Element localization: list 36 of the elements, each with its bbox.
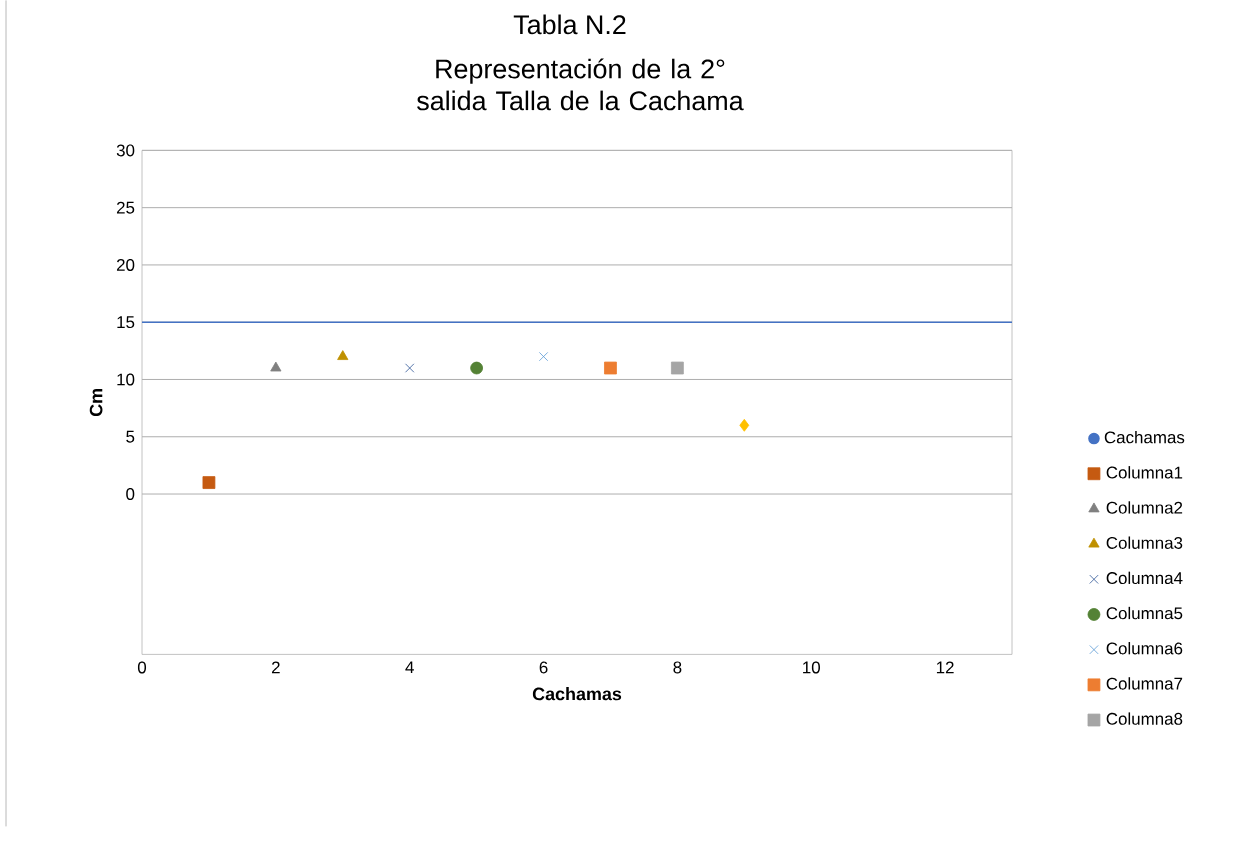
x-tick-label: 6 <box>539 661 548 674</box>
legend-label: Columna1 <box>1106 465 1183 479</box>
point <box>202 476 216 489</box>
x-tick-label: 12 <box>936 661 954 674</box>
y-tick-label: 25 <box>116 201 135 214</box>
point <box>405 363 415 373</box>
x-tick-label: 10 <box>803 661 820 674</box>
legend-label: Columna6 <box>1106 641 1183 655</box>
chart-title: Tabla N.2 <box>513 14 626 35</box>
y-tick-label: 10 <box>117 373 135 386</box>
point <box>538 351 549 362</box>
x-axis-title: Cachamas <box>532 686 622 701</box>
y-tick-label: 0 <box>126 487 135 500</box>
legend-label: Columna7 <box>1106 677 1183 690</box>
y-axis-title: Cm <box>89 388 103 416</box>
point <box>270 361 282 372</box>
x-tick-label: 8 <box>673 661 682 674</box>
point <box>337 350 349 360</box>
x-tick-label: 4 <box>405 661 414 673</box>
x-tick-label: 2 <box>271 661 280 674</box>
legend-label: Columna2 <box>1106 501 1183 514</box>
point <box>604 361 617 375</box>
legend-label: Columna8 <box>1106 712 1183 725</box>
y-tick-label: 15 <box>117 316 135 328</box>
point <box>739 418 750 432</box>
legend-label: Cachamas <box>1104 430 1185 444</box>
x-tick-label: 0 <box>137 661 147 674</box>
legend-label: Columna4 <box>1106 571 1183 584</box>
y-tick-label: 20 <box>116 258 135 271</box>
y-tick-label: 5 <box>126 430 135 443</box>
y-tick-label: 30 <box>116 144 135 157</box>
point <box>671 361 684 375</box>
legend-label: Columna5 <box>1106 606 1183 620</box>
chart-subtitle: Representación de la 2° salida Talla de la Cachama <box>417 58 744 111</box>
point <box>470 361 483 375</box>
legend-label: Columna3 <box>1106 536 1183 549</box>
